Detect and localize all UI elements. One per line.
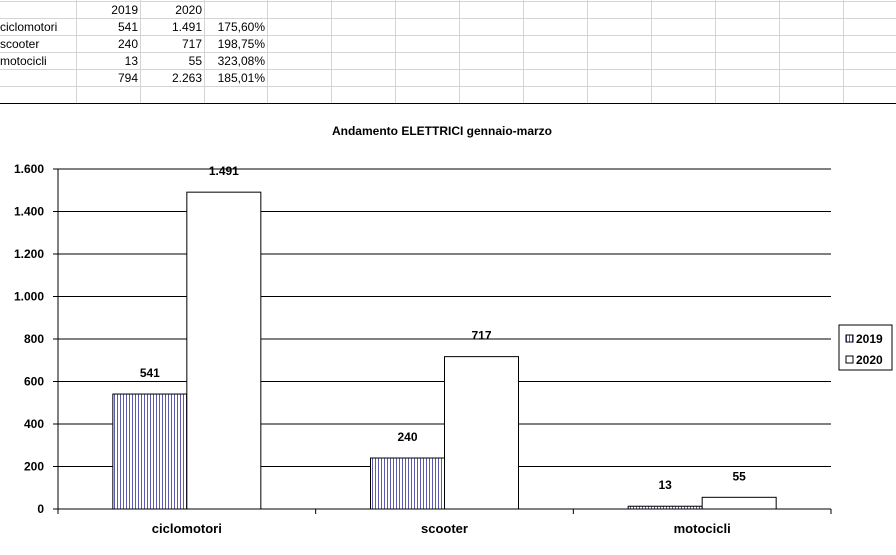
row-total-pct[interactable]: 185,01% — [217, 71, 265, 85]
data-label-2019-scooter: 240 — [397, 430, 417, 444]
ytick-label-3: 600 — [24, 375, 44, 389]
row-motocicli-pct[interactable]: 323,08% — [217, 54, 265, 68]
data-label-2020-scooter: 717 — [471, 329, 491, 343]
data-label-2020-ciclomotori: 1.491 — [209, 164, 239, 178]
row-motocicli-label[interactable]: motocicli — [0, 54, 47, 68]
legend-label-2019: 2019 — [856, 332, 883, 346]
chart-legend[interactable]: 2019 2020 — [838, 324, 893, 371]
row-ciclomotori-label[interactable]: ciclomotori — [0, 20, 58, 34]
header-2020[interactable]: 2020 — [175, 3, 202, 17]
bar-2019-scooter[interactable] — [370, 457, 445, 510]
legend-label-2020: 2020 — [856, 353, 883, 367]
y-axis-ticks: 0 200 400 600 800 1.000 1.200 1.400 1.600 — [14, 162, 58, 516]
bar-2019-motocicli[interactable] — [627, 505, 703, 510]
ytick-label-4: 800 — [24, 332, 44, 346]
header-2019[interactable]: 2019 — [111, 3, 138, 17]
chart-area[interactable]: Andamento ELETTRICI gennaio-marzo 0 200 40… — [0, 104, 896, 555]
legend-swatch-2020 — [845, 355, 854, 364]
data-label-2019-motocicli: 13 — [658, 478, 672, 492]
row-scooter-pct[interactable]: 198,75% — [217, 37, 265, 51]
ytick-label-8: 1.600 — [14, 162, 44, 176]
category-label-scooter: scooter — [421, 521, 468, 536]
x-axis-categories: ciclomotori scooter motocicli — [57, 509, 832, 536]
data-label-2019-ciclomotori: 541 — [140, 366, 160, 380]
legend-swatch-2019 — [845, 334, 854, 343]
row-total-2020[interactable]: 2.263 — [171, 71, 202, 85]
row-ciclomotori-pct[interactable]: 175,60% — [217, 20, 265, 34]
chart-title: Andamento ELETTRICI gennaio-marzo — [332, 124, 552, 138]
ytick-label-7: 1.400 — [14, 205, 44, 219]
row-total-2019[interactable]: 794 — [117, 71, 138, 85]
category-label-motocicli: motocicli — [674, 521, 731, 536]
category-label-ciclomotori: ciclomotori — [152, 521, 222, 536]
row-scooter-label[interactable]: scooter — [0, 37, 40, 51]
data-label-2020-motocicli: 55 — [732, 469, 746, 483]
row-ciclomotori-2020[interactable]: 1.491 — [171, 20, 202, 34]
row-scooter-2019[interactable]: 240 — [117, 37, 138, 51]
row-ciclomotori-2019[interactable]: 541 — [117, 20, 138, 34]
ytick-label-0: 0 — [37, 502, 44, 516]
spreadsheet-region: 2019 2020 ciclomotori 541 1.491 175,60% … — [0, 0, 896, 104]
ytick-label-6: 1.200 — [14, 247, 44, 261]
row-scooter-2020[interactable]: 717 — [181, 37, 202, 51]
bar-chart[interactable]: Andamento ELETTRICI gennaio-marzo 0 200 40… — [0, 104, 896, 550]
bar-2019-ciclomotori[interactable] — [112, 393, 188, 510]
chart-bars — [112, 191, 777, 510]
ytick-label-5: 1.000 — [14, 290, 44, 304]
ytick-label-2: 400 — [24, 417, 44, 431]
row-motocicli-2020[interactable]: 55 — [188, 54, 202, 68]
bar-2020-ciclomotori[interactable] — [186, 191, 262, 510]
bar-2020-motocicli[interactable] — [701, 496, 777, 510]
bar-2020-scooter[interactable] — [444, 356, 519, 510]
row-motocicli-2019[interactable]: 13 — [124, 54, 138, 68]
chart-data-labels: 541 1.491 240 717 13 55 — [140, 164, 746, 492]
ytick-label-1: 200 — [24, 460, 44, 474]
